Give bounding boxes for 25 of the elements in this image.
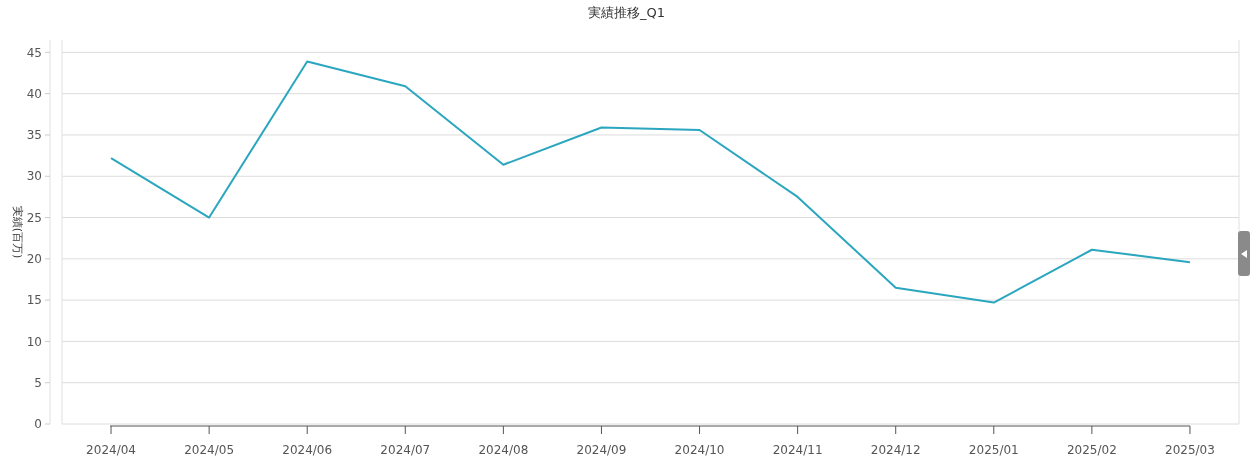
x-tick-label: 2024/04: [86, 443, 136, 457]
y-tick-label: 10: [26, 334, 42, 349]
y-tick-label: 30: [26, 169, 42, 184]
x-tick-label: 2025/01: [968, 443, 1019, 457]
x-tick-label: 2025/03: [1165, 443, 1215, 457]
line-series: [110, 60, 1191, 304]
x-tick-label: 2024/09: [576, 443, 627, 457]
y-tick-label: 40: [26, 86, 42, 101]
y-tick-label: 15: [26, 293, 42, 308]
y-axis-title: 実績(百万): [11, 205, 24, 259]
x-tick-label: 2024/12: [870, 443, 921, 457]
x-tick-label: 2025/02: [1066, 443, 1117, 457]
y-tick-label: 25: [26, 210, 42, 225]
chart-title: 実績推移_Q1: [587, 5, 666, 20]
y-tick-label: 45: [26, 45, 42, 60]
x-tick-label: 2024/08: [478, 443, 529, 457]
y-tick-label: 35: [26, 128, 42, 143]
x-tick-label: 2024/07: [380, 443, 431, 457]
y-tick-label: 5: [34, 375, 42, 390]
x-tick-label: 2024/05: [184, 443, 235, 457]
y-tick-label: 20: [26, 252, 42, 267]
x-tick-label: 2024/06: [282, 443, 333, 457]
x-tick-label: 2024/10: [674, 443, 725, 457]
x-tick-label: 2024/11: [772, 443, 823, 457]
y-tick-label: 0: [34, 417, 42, 432]
